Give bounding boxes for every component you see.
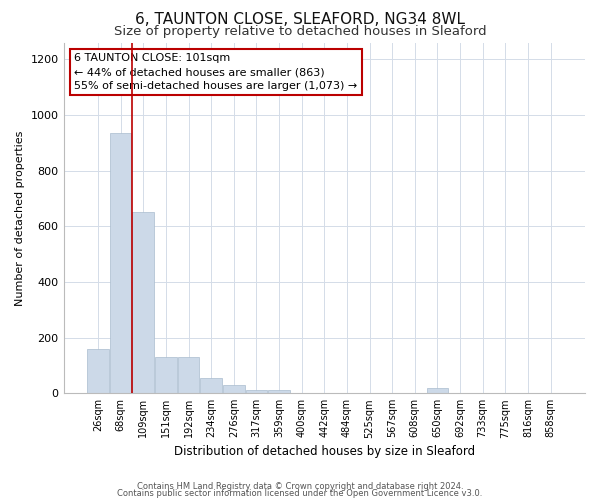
Y-axis label: Number of detached properties: Number of detached properties xyxy=(15,130,25,306)
Bar xyxy=(268,390,290,393)
Bar xyxy=(87,348,109,393)
Bar xyxy=(427,388,448,393)
Bar xyxy=(110,133,131,393)
Bar xyxy=(200,378,222,393)
Bar xyxy=(336,392,358,393)
Bar xyxy=(245,390,267,393)
Bar xyxy=(155,357,176,393)
Text: Contains public sector information licensed under the Open Government Licence v3: Contains public sector information licen… xyxy=(118,488,482,498)
Bar xyxy=(314,392,335,393)
Bar xyxy=(223,386,245,393)
Text: 6 TAUNTON CLOSE: 101sqm
← 44% of detached houses are smaller (863)
55% of semi-d: 6 TAUNTON CLOSE: 101sqm ← 44% of detache… xyxy=(74,53,357,91)
Text: Size of property relative to detached houses in Sleaford: Size of property relative to detached ho… xyxy=(113,25,487,38)
Bar xyxy=(133,212,154,393)
Text: Contains HM Land Registry data © Crown copyright and database right 2024.: Contains HM Land Registry data © Crown c… xyxy=(137,482,463,491)
X-axis label: Distribution of detached houses by size in Sleaford: Distribution of detached houses by size … xyxy=(174,444,475,458)
Text: 6, TAUNTON CLOSE, SLEAFORD, NG34 8WL: 6, TAUNTON CLOSE, SLEAFORD, NG34 8WL xyxy=(135,12,465,28)
Bar xyxy=(291,392,313,393)
Bar xyxy=(178,357,199,393)
